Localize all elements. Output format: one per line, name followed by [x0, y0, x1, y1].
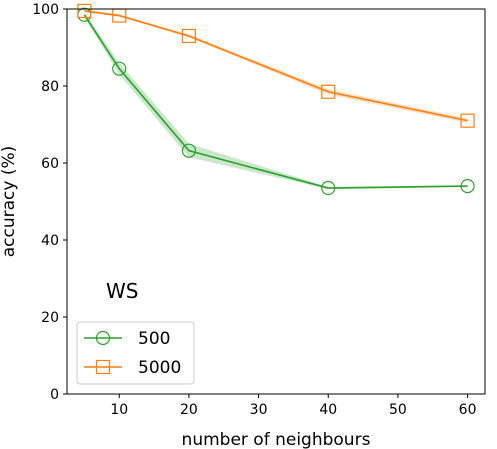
x-tick-label: 60: [459, 402, 477, 418]
y-tick-label: 60: [41, 156, 59, 172]
series-500-band: [84, 12, 468, 190]
series-5000-point: [181, 28, 197, 44]
series-5000-point: [77, 3, 92, 19]
x-tick-label: 10: [110, 402, 128, 418]
legend-500-marker: [95, 330, 111, 346]
y-axis-ticks: 0 20 40 60 80 100: [32, 2, 67, 403]
series-500-line: [83, 14, 468, 189]
x-axis-ticks: 10 20 30 40 50 60: [110, 394, 476, 418]
x-tick-label: 20: [180, 402, 198, 418]
x-tick-label: 50: [389, 402, 407, 418]
confidence-bands: [84, 9, 468, 190]
series-5000-line: [84, 10, 468, 122]
y-tick-label: 20: [41, 310, 59, 326]
x-tick-label: 30: [250, 402, 268, 418]
x-tick-label: 40: [319, 402, 337, 418]
y-tick-label: 0: [50, 387, 59, 403]
series-500-point: [460, 179, 475, 194]
y-tick-label: 80: [41, 79, 59, 95]
series-500-point: [321, 180, 336, 196]
series-5000-band: [84, 9, 468, 123]
legend-5000-marker: [95, 359, 111, 375]
chart-annotation: WS: [106, 279, 138, 303]
series-lines: [83, 10, 468, 189]
series-points: [77, 3, 475, 196]
series-5000-point: [460, 113, 475, 128]
legend: 500 5000: [76, 321, 195, 385]
x-axis-title: number of neighbours: [182, 430, 371, 449]
series-5000-point: [321, 84, 336, 99]
legend-500-label: 500: [138, 329, 170, 349]
y-axis-title: accuracy (%): [0, 146, 19, 258]
series-500-point: [181, 143, 197, 158]
y-tick-label: 40: [41, 233, 59, 249]
plot-frame: [66, 8, 486, 395]
legend-5000-label: 5000: [138, 358, 181, 378]
y-tick-label: 100: [32, 2, 59, 18]
series-500-point: [112, 61, 127, 76]
